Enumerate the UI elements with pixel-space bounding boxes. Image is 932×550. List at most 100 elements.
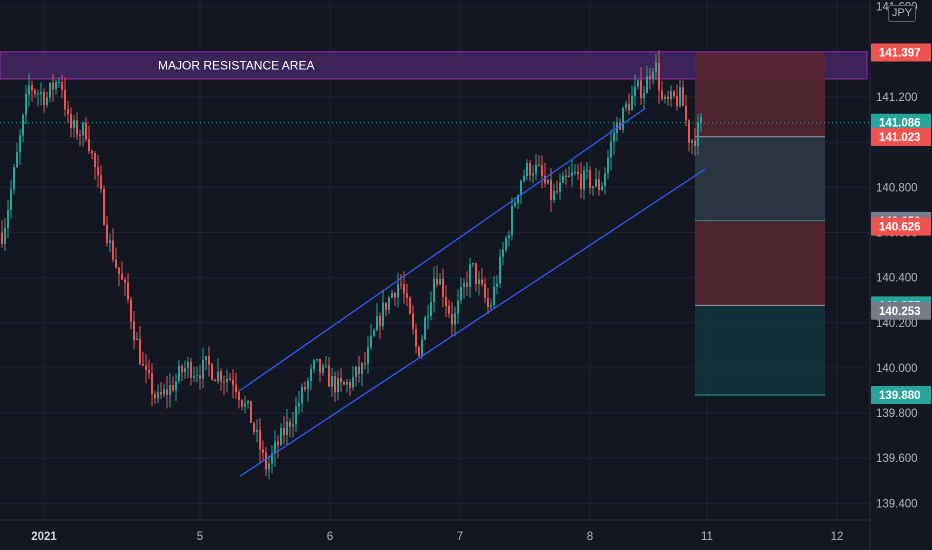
y-tick-label: 139.600 (876, 453, 918, 465)
candle-body (589, 169, 591, 188)
candle-body (430, 301, 432, 316)
candle-body (550, 179, 552, 200)
x-tick-label: 5 (197, 531, 203, 543)
candle-body (664, 96, 666, 99)
position-reward-zone (695, 136, 825, 221)
candle-body (643, 93, 645, 99)
candle-body (310, 368, 312, 381)
candle-body (460, 286, 462, 301)
candle-body (346, 382, 348, 385)
candle-body (646, 76, 648, 94)
candle-body (607, 157, 609, 174)
price-badge-label: 141.086 (879, 118, 921, 130)
candle-body (169, 385, 171, 395)
currency-button[interactable]: JPY (888, 5, 916, 22)
candle-body (196, 375, 198, 377)
candle-body (694, 140, 696, 146)
candle-body (163, 389, 165, 395)
candle-body (565, 175, 567, 178)
candle-body (16, 152, 18, 168)
candle-body (610, 141, 612, 158)
candle-body (238, 392, 240, 401)
candle-body (46, 97, 48, 105)
candle-body (352, 377, 354, 388)
candle-body (121, 273, 123, 280)
x-tick-label: 8 (587, 531, 593, 543)
candle-body (421, 339, 423, 357)
drawings (0, 107, 870, 477)
candle-body (682, 87, 684, 107)
candle-body (118, 267, 120, 274)
candle-body (280, 428, 282, 446)
candle-body (256, 429, 258, 432)
x-tick-label: 2021 (31, 531, 57, 543)
candle-body (475, 263, 477, 284)
candle-body (151, 373, 153, 395)
price-badge-label: 140.253 (879, 306, 921, 318)
candle-body (100, 175, 102, 190)
candle-body (88, 139, 90, 152)
candle-body (562, 175, 564, 183)
candle-body (409, 297, 411, 314)
grid (0, 0, 870, 520)
candle-body (304, 387, 306, 390)
candle-body (520, 180, 522, 196)
y-tick-label: 139.400 (876, 498, 918, 510)
price-badge-bg (871, 127, 931, 146)
candle-body (313, 360, 315, 369)
candles (1, 50, 702, 480)
candle-body (418, 346, 420, 357)
position-risk-zone (695, 221, 825, 306)
candle-body (139, 338, 141, 364)
candle-body (433, 278, 435, 302)
candle-body (391, 292, 393, 298)
candle-body (334, 376, 336, 393)
candle-body (499, 256, 501, 284)
candle-body (172, 385, 174, 391)
candle-body (637, 80, 639, 87)
x-tick-label: 6 (327, 531, 333, 543)
candle-body (577, 171, 579, 174)
price-badge: 141.397 (871, 43, 931, 62)
candle-body (217, 371, 219, 382)
price-badge: 139.880 (871, 386, 931, 404)
candle-body (250, 401, 252, 423)
candle-body (364, 363, 366, 365)
candle-body (523, 176, 525, 181)
candle-body (688, 120, 690, 143)
price-badges: 141.397141.086141.024141.023140.651140.6… (871, 43, 931, 404)
candle-body (628, 103, 630, 111)
candle-body (133, 321, 135, 340)
candle-body (235, 385, 237, 393)
candle-body (298, 402, 300, 407)
candle-body (571, 172, 573, 176)
candle-body (448, 305, 450, 314)
y-tick-label: 141.200 (876, 92, 918, 104)
candle-body (526, 163, 528, 177)
candle-body (661, 90, 663, 99)
candle-body (271, 453, 273, 464)
candle-body (511, 206, 513, 236)
candle-body (226, 378, 228, 382)
price-badge-label: 141.397 (879, 48, 921, 60)
candle-body (655, 62, 657, 72)
candle-body (199, 375, 201, 379)
candle-body (286, 421, 288, 436)
candle-body (148, 369, 150, 374)
candle-body (568, 175, 570, 178)
candle-body (574, 171, 576, 173)
candle-body (676, 96, 678, 107)
candle-body (586, 169, 588, 171)
candle-body (541, 165, 543, 176)
candle-body (274, 441, 276, 454)
candle-body (292, 424, 294, 427)
candle-body (268, 463, 270, 470)
candle-body (223, 381, 225, 383)
candle-body (481, 279, 483, 284)
y-tick-label: 139.800 (876, 408, 918, 420)
candle-body (130, 299, 132, 322)
price-badge-bg (871, 113, 931, 132)
candle-body (49, 82, 51, 98)
